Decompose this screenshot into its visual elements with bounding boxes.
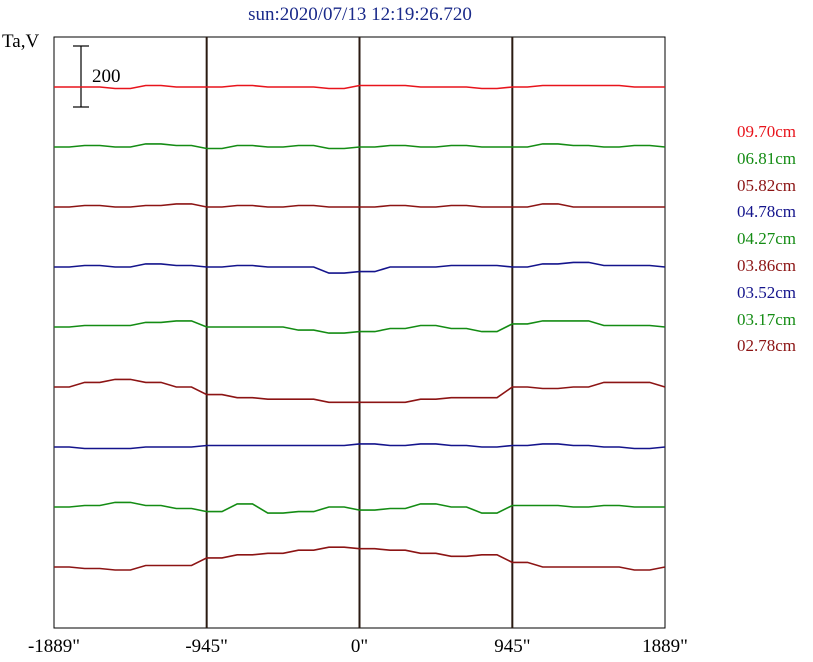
- y-axis-label: Ta,V: [2, 31, 40, 52]
- series-line-06.81cm: [54, 143, 666, 150]
- x-tick-label: 0": [350, 636, 369, 657]
- x-tick-label: -945": [185, 636, 228, 657]
- x-tick-label: 945": [494, 636, 531, 657]
- series-line-03.86cm: [54, 378, 666, 404]
- legend-entry-05.82cm: 05.82cm: [737, 175, 797, 195]
- legend-entry-02.78cm: 02.78cm: [737, 336, 797, 356]
- scale-bar-label: 200: [92, 66, 121, 87]
- series-line-05.82cm: [54, 203, 665, 208]
- series-line-09.70cm: [54, 84, 665, 90]
- legend: 09.70cm 06.81cm 05.82cm 04.78cm 04.27cm 03.86…: [737, 119, 796, 360]
- legend-entry-03.17cm: 03.17cm: [737, 309, 797, 329]
- series-line-04.78cm: [54, 261, 666, 274]
- legend-entry-04.27cm: 04.27cm: [737, 229, 797, 249]
- scale-bar: 200: [73, 45, 121, 108]
- series-lines: [54, 84, 666, 571]
- legend-entry-09.70cm: 09.70cm: [737, 122, 797, 141]
- reference-lines: [205, 37, 514, 628]
- series-line-04.27cm: [54, 320, 666, 334]
- series-line-03.52cm: [54, 443, 666, 450]
- legend-entry-03.86cm: 03.86cm: [737, 255, 797, 275]
- x-tick-label: -1889": [27, 636, 81, 657]
- legend-entry-06.81cm: 06.81cm: [737, 148, 797, 168]
- series-line-03.17cm: [54, 501, 665, 514]
- chart-title: sun:2020/07/13 12:19:26.720: [248, 4, 472, 25]
- legend-entry-04.78cm: 04.78cm: [737, 202, 797, 222]
- series-line-02.78cm: [54, 546, 666, 571]
- x-tick-label: 1889": [642, 636, 688, 657]
- legend-entry-03.52cm: 03.52cm: [737, 282, 797, 302]
